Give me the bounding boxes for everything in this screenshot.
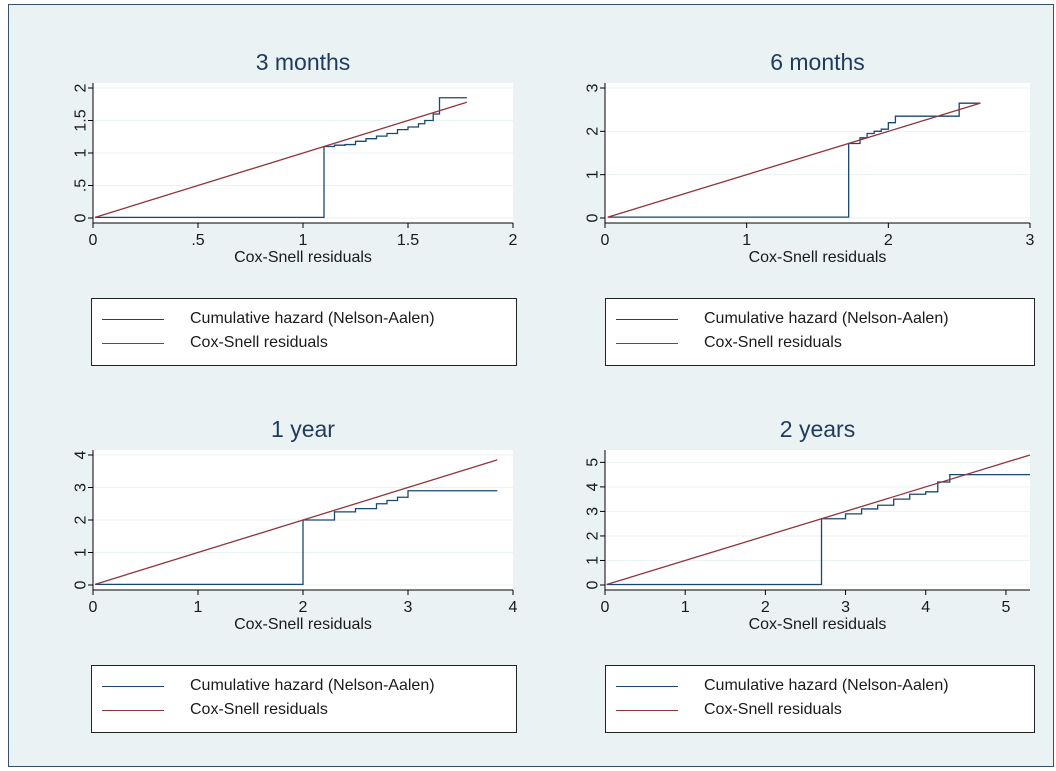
y-tick-label: 1 xyxy=(73,148,90,157)
x-tick-label: 1 xyxy=(742,232,751,249)
legend-swatch-hazard xyxy=(616,318,678,320)
legend-label-reference: Cox-Snell residuals xyxy=(190,701,328,718)
series-line-cox-snell-residuals xyxy=(606,454,1031,586)
chart-svg: 2 years 0 1 2 3 4 5 0 1 2 3 4 5 Cox-Snell residuals xyxy=(585,416,1031,633)
chart-svg: 3 months 0 .5 1 1.5 2 0 .5 1 1.5 2 Cox-Snell residu… xyxy=(73,49,518,266)
legend-swatch-hazard xyxy=(102,685,164,687)
y-tick-label: 3 xyxy=(585,507,602,516)
y-tick-label: .5 xyxy=(73,179,90,192)
figure-background: 3 months 0.5 1 1.5 2 0.5 1 1.5 2 Cox-Snell residu… xyxy=(8,4,1054,767)
y-tick-label: 5 xyxy=(585,458,602,467)
legend-swatch-hazard xyxy=(102,318,164,320)
y-tick-label: 4 xyxy=(585,482,602,491)
legend-swatch-reference xyxy=(616,709,678,711)
y-tick-label: 2 xyxy=(73,515,90,524)
x-tick-label: 2 xyxy=(299,599,308,616)
x-tick-label: .5 xyxy=(191,232,204,249)
y-tick-label: 2 xyxy=(73,83,90,92)
chart-panel-6-months: 6 months 0 1 2 3 0 1 2 3 Cox-Snell residuals Cumu… xyxy=(567,43,1035,373)
chart-legend: Cumulative hazard (Nelson-Aalen) Cox-Sne… xyxy=(91,298,517,366)
y-tick-label: 0 xyxy=(585,213,602,222)
y-tick-label: 1 xyxy=(585,170,602,179)
legend-label-hazard: Cumulative hazard (Nelson-Aalen) xyxy=(190,310,435,327)
chart-legend: Cumulative hazard (Nelson-Aalen) Cox-Sne… xyxy=(605,665,1035,733)
x-tick-label: 3 xyxy=(1026,232,1035,249)
chart-panel-3-months: 3 months 0 .5 1 1.5 2 0 .5 1 1.5 2 Cox-Snell residu… xyxy=(55,43,518,373)
x-tick-label: 0 xyxy=(89,599,98,616)
legend-label-hazard: Cumulative hazard (Nelson-Aalen) xyxy=(190,677,435,694)
legend-swatch-hazard xyxy=(616,685,678,687)
y-tick-label: 0 xyxy=(585,580,602,589)
y-tick-label: 1 xyxy=(73,548,90,557)
y-tick-label: 2 xyxy=(585,127,602,136)
x-axis-label: Cox-Snell residuals xyxy=(749,616,887,633)
x-tick-label: 5 xyxy=(1001,599,1010,616)
chart-legend: Cumulative hazard (Nelson-Aalen) Cox-Sne… xyxy=(605,298,1035,366)
chart-svg: 1 year 0 1 2 3 4 0 1 2 3 4 Cox-Snell residuals xyxy=(73,416,518,633)
x-axis-label: Cox-Snell residuals xyxy=(234,616,372,633)
legend-label-hazard: Cumulative hazard (Nelson-Aalen) xyxy=(704,677,949,694)
y-tick-label: 4 xyxy=(73,450,90,459)
legend-label-hazard: Cumulative hazard (Nelson-Aalen) xyxy=(704,310,949,327)
chart-title: 2 years xyxy=(780,416,855,442)
y-tick-label: 3 xyxy=(73,483,90,492)
x-axis-label: Cox-Snell residuals xyxy=(749,249,887,266)
series-line-cumulative-hazard-nelson-aalen xyxy=(607,102,981,218)
x-tick-label: 1 xyxy=(681,599,690,616)
y-tick-label: 1 xyxy=(585,556,602,565)
legend-swatch-reference xyxy=(616,342,678,344)
x-tick-label: 0 xyxy=(601,599,610,616)
legend-swatch-reference xyxy=(102,342,164,344)
chart-title: 3 months xyxy=(256,49,351,75)
series-line-cox-snell-residuals xyxy=(94,459,498,585)
series-line-cox-snell-residuals xyxy=(607,102,981,218)
x-tick-label: 3 xyxy=(404,599,413,616)
chart-legend: Cumulative hazard (Nelson-Aalen) Cox-Sne… xyxy=(91,665,517,733)
legend-label-reference: Cox-Snell residuals xyxy=(704,701,842,718)
chart-title: 6 months xyxy=(770,49,865,75)
x-tick-label: 3 xyxy=(841,599,850,616)
series-line-cumulative-hazard-nelson-aalen xyxy=(95,97,467,218)
x-tick-label: 4 xyxy=(509,599,518,616)
x-tick-label: 2 xyxy=(884,232,893,249)
y-tick-label: 0 xyxy=(73,213,90,222)
series-line-cox-snell-residuals xyxy=(94,101,467,218)
x-tick-label: 1 xyxy=(299,232,308,249)
legend-label-reference: Cox-Snell residuals xyxy=(704,334,842,351)
x-tick-label: 0 xyxy=(601,232,610,249)
y-tick-label: 1.5 xyxy=(73,109,90,131)
series-line-cumulative-hazard-nelson-aalen xyxy=(95,490,498,585)
chart-panel-2-years: 2 years 0 1 2 3 4 5 0 1 2 3 4 5 Cox-Snell residuals C… xyxy=(567,410,1035,740)
legend-swatch-reference xyxy=(102,709,164,711)
chart-svg: 6 months 0 1 2 3 0 1 2 3 Cox-Snell residuals xyxy=(585,49,1035,266)
chart-title: 1 year xyxy=(271,416,335,442)
x-tick-label: 4 xyxy=(921,599,930,616)
x-tick-label: 0 xyxy=(89,232,98,249)
x-tick-label: 1 xyxy=(194,599,203,616)
chart-panel-1-year: 1 year 0 1 2 3 4 0 1 2 3 4 Cox-Snell residuals Cumu… xyxy=(55,410,518,740)
x-tick-label: 1.5 xyxy=(397,232,419,249)
legend-label-reference: Cox-Snell residuals xyxy=(190,334,328,351)
y-tick-label: 0 xyxy=(73,580,90,589)
x-tick-label: 2 xyxy=(761,599,770,616)
y-tick-label: 3 xyxy=(585,83,602,92)
x-tick-label: 2 xyxy=(509,232,518,249)
x-axis-label: Cox-Snell residuals xyxy=(234,249,372,266)
y-tick-label: 2 xyxy=(585,531,602,540)
